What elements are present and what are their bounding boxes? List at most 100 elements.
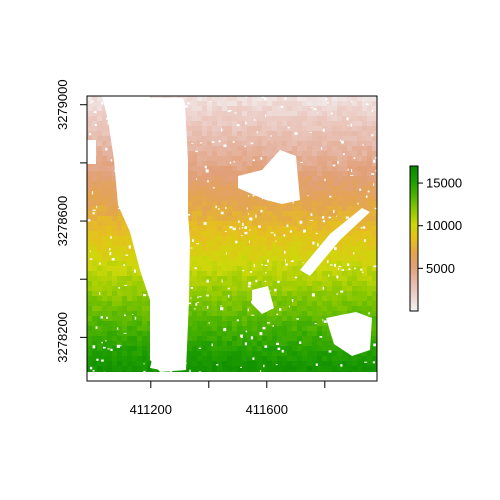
raster-cell xyxy=(327,161,333,167)
raster-cell xyxy=(332,356,338,362)
raster-cell xyxy=(297,316,303,322)
raster-cell xyxy=(312,341,318,347)
raster-cell xyxy=(212,126,218,132)
raster-cell xyxy=(282,146,288,152)
no-data-speck xyxy=(336,234,339,237)
raster-cell xyxy=(337,186,343,192)
raster-cell xyxy=(287,276,293,282)
raster-cell xyxy=(257,321,263,327)
raster-cell xyxy=(227,161,233,167)
no-data-speck xyxy=(340,364,343,367)
raster-cell xyxy=(262,276,268,282)
raster-cell xyxy=(272,106,278,112)
raster-cell xyxy=(352,186,358,192)
raster-cell xyxy=(302,196,308,202)
raster-cell xyxy=(227,361,233,367)
raster-cell xyxy=(352,276,358,282)
raster-cell xyxy=(337,211,343,217)
raster-cell xyxy=(367,251,373,257)
raster-cell xyxy=(252,106,258,112)
raster-cell xyxy=(272,256,278,262)
raster-cell xyxy=(227,201,233,207)
raster-cell xyxy=(357,286,363,292)
raster-cell xyxy=(242,276,248,282)
raster-cell xyxy=(352,231,358,237)
raster-cell xyxy=(232,176,238,182)
raster-cell xyxy=(287,321,293,327)
no-data-speck xyxy=(333,209,335,214)
no-data-speck xyxy=(353,252,355,255)
raster-cell xyxy=(92,231,98,237)
raster-cell xyxy=(277,266,283,272)
raster-cell xyxy=(112,346,118,352)
raster-cell xyxy=(352,286,358,292)
raster-cell xyxy=(227,291,233,297)
raster-cell xyxy=(312,101,318,107)
no-data-speck xyxy=(277,347,281,350)
no-data-speck xyxy=(196,302,200,303)
raster-cell xyxy=(267,116,273,122)
raster-cell xyxy=(337,161,343,167)
raster-cell xyxy=(257,126,263,132)
raster-cell xyxy=(367,366,373,372)
raster-cell xyxy=(342,141,348,147)
no-data-speck xyxy=(375,170,378,172)
no-data-speck xyxy=(289,230,293,233)
raster-cell xyxy=(362,166,368,172)
raster-cell xyxy=(347,301,353,307)
no-data-speck xyxy=(248,213,249,215)
raster-cell xyxy=(362,116,368,122)
raster-cell xyxy=(352,201,358,207)
raster-cell xyxy=(237,261,243,267)
raster-cell xyxy=(92,326,98,332)
raster-cell xyxy=(212,296,218,302)
raster-cell xyxy=(232,216,238,222)
raster-cell xyxy=(212,331,218,337)
raster-cell xyxy=(357,266,363,272)
raster-cell xyxy=(287,251,293,257)
no-data-speck xyxy=(264,264,268,266)
raster-cell xyxy=(307,231,313,237)
raster-cell xyxy=(197,236,203,242)
legend-swatch xyxy=(410,301,418,305)
raster-cell xyxy=(212,161,218,167)
raster-cell xyxy=(292,261,298,267)
raster-cell xyxy=(262,266,268,272)
raster-cell xyxy=(312,171,318,177)
raster-cell xyxy=(327,116,333,122)
raster-cell xyxy=(222,176,228,182)
raster-cell xyxy=(312,306,318,312)
raster-cell xyxy=(142,356,148,362)
raster-cell xyxy=(307,141,313,147)
raster-cell xyxy=(367,271,373,277)
raster-cell xyxy=(122,266,128,272)
no-data-speck xyxy=(255,214,257,218)
raster-cell xyxy=(92,306,98,312)
raster-cell xyxy=(357,261,363,267)
raster-cell xyxy=(227,251,233,257)
raster-cell xyxy=(92,241,98,247)
raster-cell xyxy=(222,226,228,232)
raster-cell xyxy=(107,286,113,292)
raster-cell xyxy=(97,246,103,252)
no-data-speck xyxy=(339,338,342,340)
raster-cell xyxy=(252,356,258,362)
raster-cell xyxy=(332,126,338,132)
no-data-speck xyxy=(198,296,202,298)
no-data-speck xyxy=(128,245,131,249)
raster-cell xyxy=(297,166,303,172)
legend-swatch xyxy=(410,180,418,184)
raster-cell xyxy=(122,366,128,372)
raster-cell xyxy=(257,266,263,272)
raster-cell xyxy=(102,231,108,237)
raster-cell xyxy=(97,301,103,307)
no-data-speck xyxy=(203,222,207,225)
raster-cell xyxy=(267,286,273,292)
raster-cell xyxy=(87,171,93,177)
raster-cell xyxy=(227,351,233,357)
raster-cell xyxy=(352,366,358,372)
raster-cell xyxy=(102,236,108,242)
raster-cell xyxy=(312,281,318,287)
raster-cell xyxy=(217,211,223,217)
raster-cell xyxy=(147,351,153,357)
